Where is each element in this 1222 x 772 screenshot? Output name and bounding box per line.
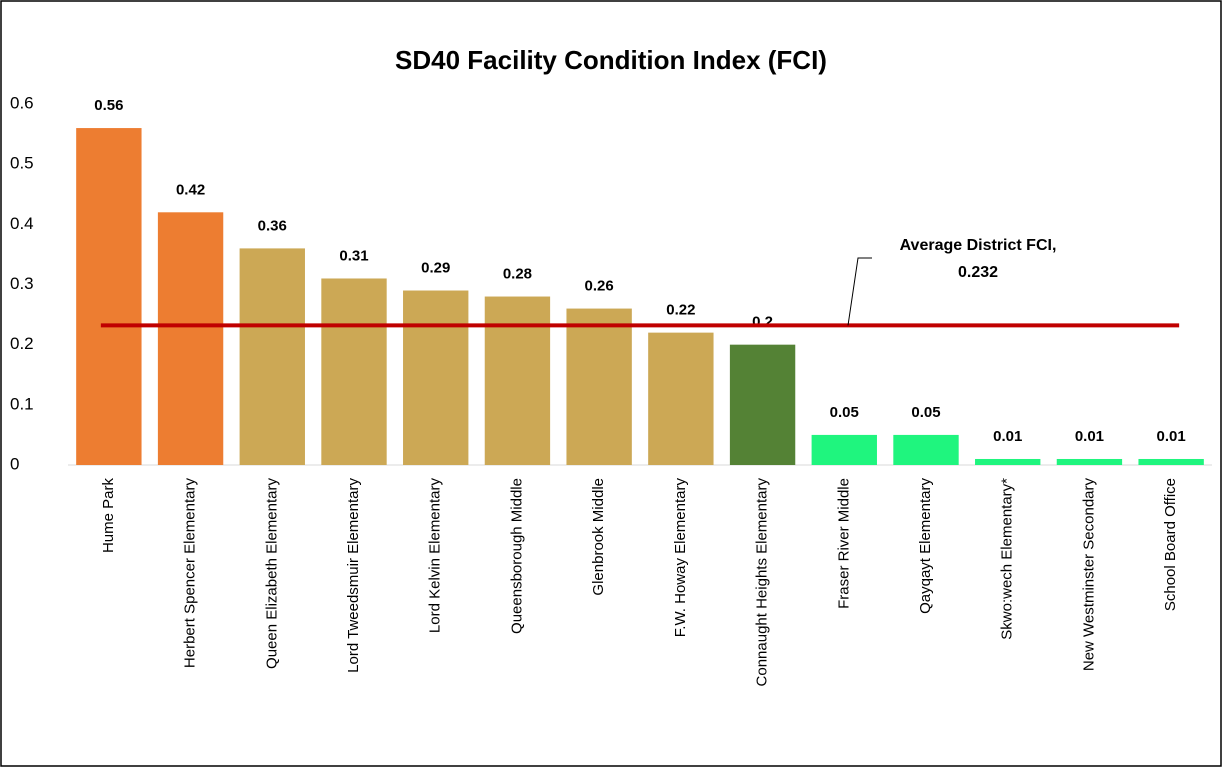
data-label: 0.29 (421, 259, 450, 276)
data-label: 0.01 (1075, 428, 1104, 445)
bar (975, 458, 1041, 465)
annotation-leader (847, 257, 872, 326)
bar (484, 296, 551, 465)
x-tick-label: F.W. Howay Elementary (672, 478, 689, 638)
x-tick-label: Herbert Spencer Elementary (182, 478, 199, 669)
bar (1056, 458, 1123, 465)
y-tick-label: 0.3 (10, 274, 34, 293)
annotation-label: Average District FCI, (900, 237, 1057, 254)
data-label: 0.01 (993, 428, 1022, 445)
x-tick-label: Glenbrook Middle (590, 478, 607, 596)
bar (566, 308, 632, 465)
bar (321, 278, 387, 465)
data-label: 0.01 (1157, 428, 1186, 445)
x-tick-label: Queen Elizabeth Elementary (263, 478, 280, 669)
annotation-value: 0.232 (958, 264, 998, 281)
y-tick-label: 0.2 (10, 334, 34, 353)
data-label: 0.26 (585, 278, 614, 295)
x-tick-label: Hume Park (100, 478, 117, 554)
data-label: 0.42 (176, 181, 205, 198)
data-label: 0.31 (339, 247, 368, 264)
bar (403, 290, 469, 465)
x-tick-label: Skwo:wech Elementary* (999, 478, 1016, 640)
x-tick-label: Lord Kelvin Elementary (427, 478, 444, 634)
x-tick-label: Queensborough Middle (508, 478, 525, 634)
chart-title: SD40 Facility Condition Index (FCI) (395, 45, 827, 75)
data-label: 0.22 (666, 302, 695, 319)
data-label: 0.28 (503, 266, 532, 283)
y-tick-label: 0 (10, 454, 19, 473)
data-label: 0.36 (258, 217, 287, 234)
bar (1138, 458, 1204, 465)
bar (729, 344, 796, 465)
bar (893, 434, 959, 465)
bar (157, 212, 224, 465)
y-tick-label: 0.6 (10, 93, 34, 112)
x-tick-label: School Board Office (1162, 478, 1179, 611)
x-tick-label: Lord Tweedsmuir Elementary (345, 478, 362, 673)
data-label: 0.05 (830, 404, 859, 421)
y-tick-label: 0.5 (10, 154, 34, 173)
bar (76, 128, 142, 466)
y-tick-label: 0.1 (10, 394, 34, 413)
x-tick-label: Fraser River Middle (835, 478, 852, 609)
x-tick-label: Qayqayt Elementary (917, 478, 934, 614)
bar (239, 248, 305, 465)
x-tick-label: New Westminster Secondary (1080, 478, 1097, 672)
x-tick-label: Connaught Heights Elementary (754, 478, 771, 687)
data-label: 0.2 (752, 314, 773, 331)
data-label: 0.05 (911, 404, 940, 421)
bar (648, 332, 714, 465)
bar (811, 434, 877, 465)
y-tick-label: 0.4 (10, 214, 34, 233)
data-label: 0.56 (94, 97, 123, 114)
